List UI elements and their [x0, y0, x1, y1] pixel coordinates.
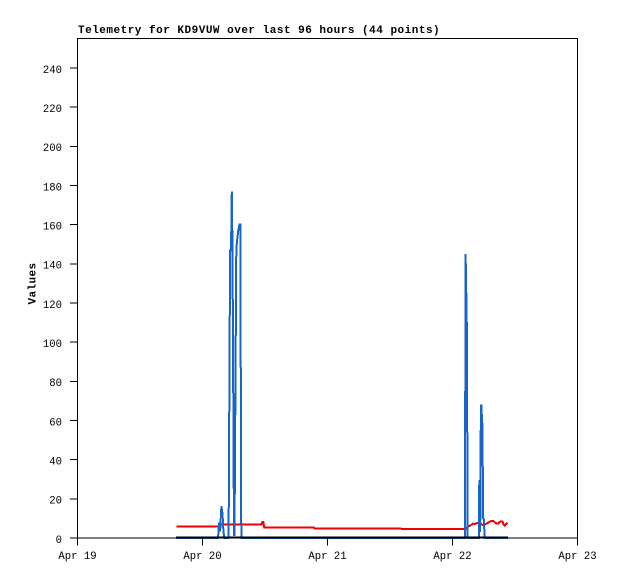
svg-text:0: 0	[56, 535, 62, 547]
svg-text:Apr 22: Apr 22	[433, 551, 471, 563]
svg-text:180: 180	[43, 182, 62, 194]
svg-text:40: 40	[49, 457, 62, 469]
svg-text:60: 60	[49, 417, 62, 429]
svg-text:240: 240	[43, 65, 62, 77]
svg-text:20: 20	[49, 496, 62, 508]
svg-text:Apr 19: Apr 19	[58, 551, 96, 563]
svg-text:Values: Values	[28, 262, 40, 304]
svg-text:Apr 21: Apr 21	[308, 551, 346, 563]
svg-text:200: 200	[43, 143, 62, 155]
svg-text:140: 140	[43, 261, 62, 273]
svg-text:Apr 20: Apr 20	[183, 551, 221, 563]
svg-text:100: 100	[43, 339, 62, 351]
svg-text:160: 160	[43, 222, 62, 234]
svg-text:120: 120	[43, 300, 62, 312]
svg-text:220: 220	[43, 104, 62, 116]
svg-text:80: 80	[49, 378, 62, 390]
svg-text:Apr 23: Apr 23	[558, 551, 596, 563]
svg-text:Telemetry for KD9VUW over last: Telemetry for KD9VUW over last 96 hours …	[78, 25, 440, 37]
